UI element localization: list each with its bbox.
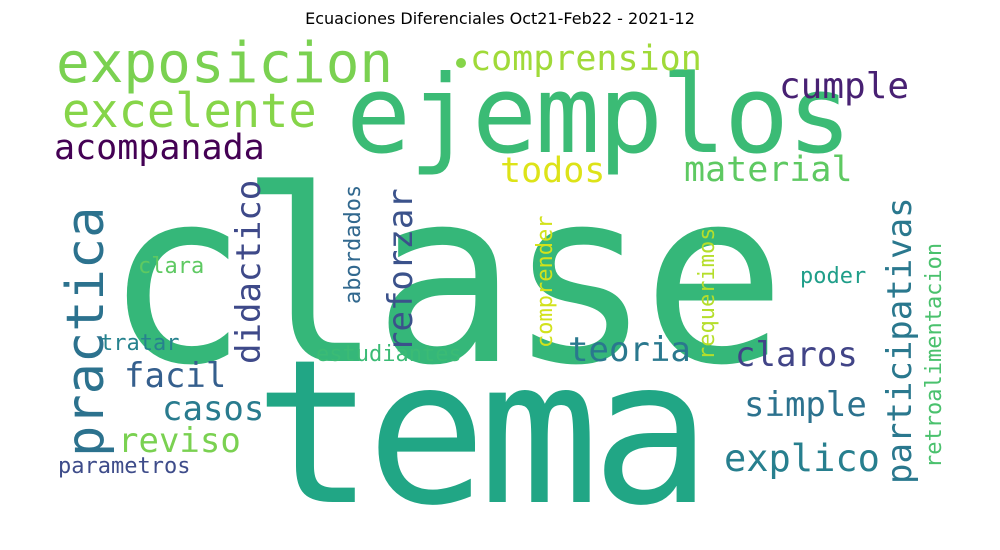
word-clara: clara xyxy=(138,254,205,279)
word-clase: clase xyxy=(104,138,786,418)
word-acompanada: acompanada xyxy=(54,128,265,168)
word-teoria: teoria xyxy=(568,330,691,370)
word-estudiantes: estudiantes xyxy=(316,342,462,367)
word-poder: poder xyxy=(800,264,867,289)
word-cloud: clase tema ejemplos exposicion excelente… xyxy=(48,31,954,534)
word-ejemplos: ejemplos xyxy=(346,53,852,178)
word-comprender: comprender xyxy=(533,215,558,348)
word-reforzar: reforzar xyxy=(381,188,421,352)
word-todos: todos xyxy=(500,151,606,191)
word-explico: explico xyxy=(724,437,880,480)
word-cumple: cumple xyxy=(779,66,910,107)
word-abordados: abordados xyxy=(341,184,366,304)
word-excelente: excelente xyxy=(62,84,317,139)
word-comprension: comprension xyxy=(470,39,702,79)
word-exposicion: exposicion xyxy=(56,31,394,96)
word-tratar: tratar xyxy=(100,331,180,356)
word-requerimos: requerimos xyxy=(695,227,720,360)
word-parametros: parametros xyxy=(58,454,191,479)
word-retroalimentacion: retroalimentacion xyxy=(922,242,947,468)
word-participativas: participativas xyxy=(880,197,920,484)
word-reviso: reviso xyxy=(118,421,241,461)
chart-title: Ecuaciones Diferenciales Oct21-Feb22 - 2… xyxy=(305,9,695,28)
word-simple: simple xyxy=(744,385,867,425)
word-claros: claros xyxy=(735,335,858,375)
word-casos: casos xyxy=(162,389,265,429)
dot-mark xyxy=(456,58,466,68)
word-didactico: didactico xyxy=(229,179,269,364)
word-material: material xyxy=(684,150,853,190)
word-facil: facil xyxy=(124,356,227,396)
